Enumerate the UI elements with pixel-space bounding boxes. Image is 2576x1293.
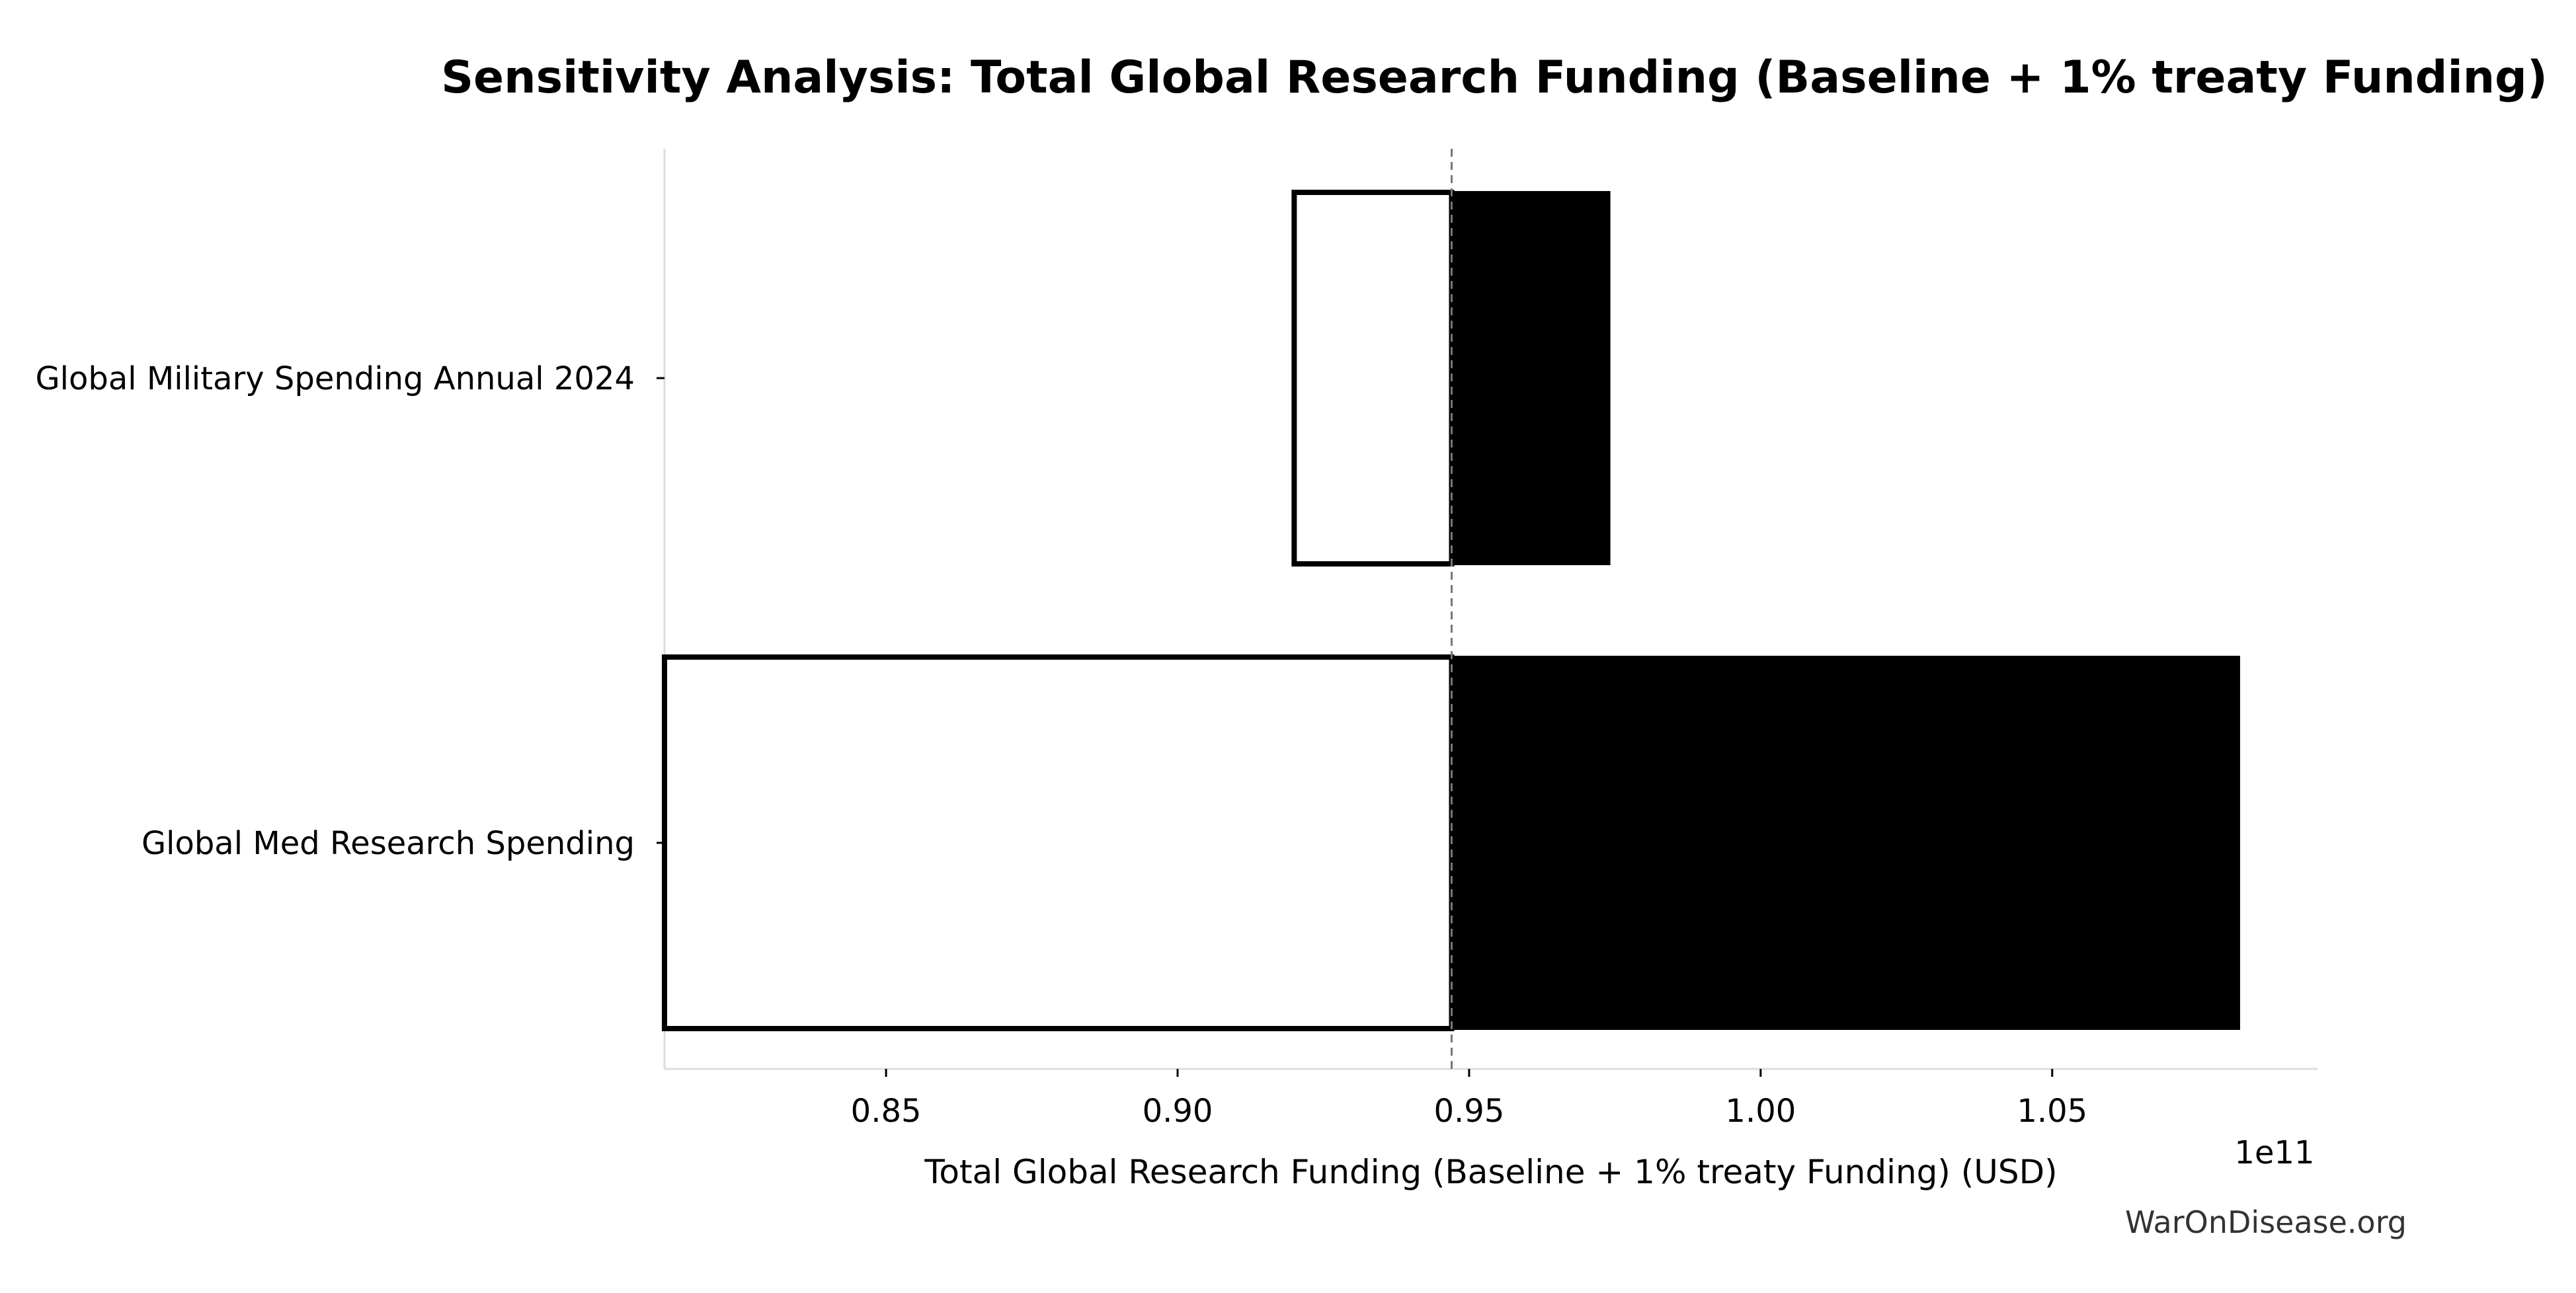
- chart-title: Sensitivity Analysis: Total Global Resea…: [441, 52, 2548, 104]
- x-axis-label: Total Global Research Funding (Baseline …: [924, 1153, 2057, 1191]
- bar-high: [1450, 656, 2240, 1030]
- x-tick-label: 0.85: [851, 1093, 922, 1130]
- bar-high: [1450, 191, 1611, 565]
- bar-low: [1291, 190, 1455, 567]
- plot-area: Global Military Spending Annual 2024 Glob…: [35, 149, 2317, 1130]
- x-axis-offset-label: 1e11: [2234, 1134, 2314, 1171]
- y-tick-label: Global Military Spending Annual 2024: [35, 360, 635, 397]
- x-tick-label: 0.95: [1433, 1093, 1504, 1130]
- y-tick-label: Global Med Research Spending: [141, 825, 635, 862]
- x-tick-label: 1.00: [1725, 1093, 1796, 1130]
- bar-low: [662, 654, 1455, 1031]
- x-tick-label: 0.90: [1143, 1093, 1213, 1130]
- watermark: WarOnDisease.org: [2125, 1204, 2407, 1240]
- x-tick-label: 1.05: [2017, 1093, 2087, 1130]
